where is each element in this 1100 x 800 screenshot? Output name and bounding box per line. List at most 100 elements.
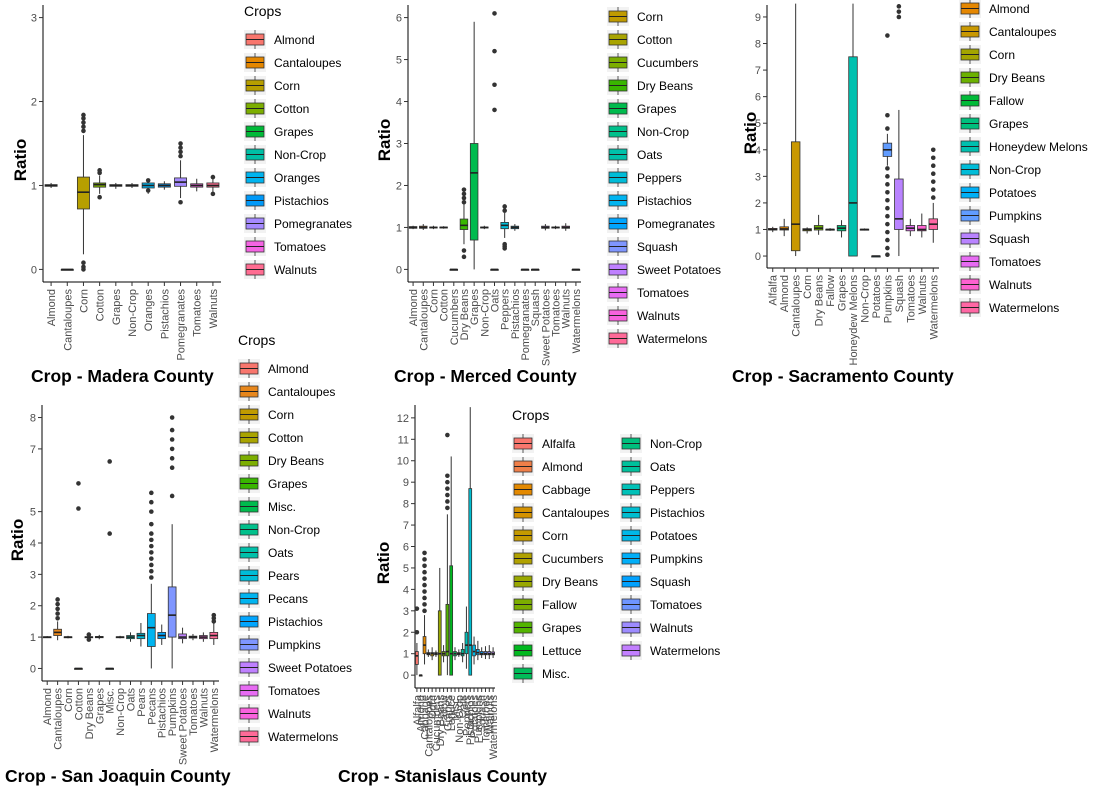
outlier-point xyxy=(81,112,86,118)
box-dry-beans xyxy=(459,187,469,260)
outlier-point xyxy=(461,254,467,260)
outlier-point xyxy=(81,260,86,265)
x-tick-label: Tomatoes xyxy=(192,289,204,337)
box-tomatoes xyxy=(188,633,198,641)
legend-label: Cotton xyxy=(637,33,672,47)
outlier-point xyxy=(169,415,175,420)
y-tick-label: 8 xyxy=(403,499,409,511)
legend-item-pomegranates: Pomegranates xyxy=(244,214,352,233)
legend-item-watermelons: Watermelons xyxy=(607,329,707,348)
outlier-point xyxy=(81,124,86,130)
legend-item-corn: Corn xyxy=(607,7,663,26)
legend-label: Grapes xyxy=(274,125,313,139)
box-dry-beans xyxy=(813,214,824,235)
outlier-point xyxy=(445,479,450,485)
box-pomegranates xyxy=(520,268,530,271)
x-axis-title: Crop - Sacramento County xyxy=(732,366,954,386)
y-tick-label: 0 xyxy=(30,663,36,675)
outlier-point xyxy=(86,637,92,642)
y-tick-label: 4 xyxy=(396,97,402,109)
x-tick-label: Almond xyxy=(42,688,54,725)
outlier-point xyxy=(422,595,427,601)
legend-label: Squash xyxy=(989,232,1030,246)
legend-item-dry-beans: Dry Beans xyxy=(238,451,324,470)
x-tick-label: Grapes xyxy=(469,289,481,326)
outlier-point xyxy=(55,597,60,602)
outlier-point xyxy=(461,248,467,253)
outlier-point xyxy=(422,563,427,569)
x-tick-label: Cucumbers xyxy=(449,289,461,346)
outlier-point xyxy=(885,166,890,171)
box-rect xyxy=(415,651,419,665)
box-walnuts xyxy=(206,174,220,197)
y-tick-label: 7 xyxy=(403,520,409,532)
box-tomatoes xyxy=(905,218,916,237)
chart-panel-5: 0123456789101112AlfalfaAlmondCabbageCant… xyxy=(338,405,720,786)
x-tick-label: Pomegranates xyxy=(176,289,188,361)
outlier-point xyxy=(502,204,507,209)
box-grapes xyxy=(469,21,479,270)
legend-title: Crops xyxy=(238,332,275,348)
y-tick-label: 12 xyxy=(397,413,409,425)
legend-label: Oats xyxy=(268,546,293,560)
legend-item-non-crop: Non-Crop xyxy=(244,145,326,164)
y-tick-label: 2 xyxy=(403,627,409,639)
x-tick-label: Cotton xyxy=(95,289,107,321)
box-rect xyxy=(147,613,156,647)
box-grapes xyxy=(445,432,450,676)
legend-label: Watermelons xyxy=(637,332,707,346)
legend-item-peppers: Peppers xyxy=(607,168,682,187)
legend-label: Walnuts xyxy=(989,278,1032,292)
box-watermelons xyxy=(491,647,495,658)
legend-label: Watermelons xyxy=(989,301,1059,315)
outlier-point xyxy=(445,432,450,438)
x-tick-label: Pistachios xyxy=(510,289,522,340)
legend-item-walnuts: Walnuts xyxy=(959,275,1032,294)
legend-item-cantaloupes: Cantaloupes xyxy=(244,53,341,72)
x-tick-label: Pumpkins xyxy=(167,688,179,737)
box-rect xyxy=(459,218,469,230)
legend-item-almond: Almond xyxy=(959,0,1030,18)
box-cantaloupes xyxy=(419,224,428,230)
legend-label: Potatoes xyxy=(989,186,1036,200)
legend-item-tomatoes: Tomatoes xyxy=(620,595,702,614)
legend: Corn Cotton Cucumbers Dry Beans Grapes Non-Cr… xyxy=(607,7,721,348)
legend-item-pumpkins: Pumpkins xyxy=(620,549,703,568)
box-oranges xyxy=(141,178,155,194)
outlier-point xyxy=(149,537,154,543)
x-tick-label: Pistachios xyxy=(159,289,171,340)
outlier-point xyxy=(178,199,183,205)
legend-label: Misc. xyxy=(268,500,296,514)
outlier-point xyxy=(169,493,175,499)
legend-label: Non-Crop xyxy=(268,523,320,537)
x-tick-label: Oats xyxy=(490,289,502,313)
x-tick-label: Pistachios xyxy=(157,688,169,739)
box-cabbage xyxy=(422,550,427,665)
outlier-point xyxy=(502,241,507,247)
y-axis-title: Ratio xyxy=(375,119,394,162)
x-tick-label: Corn xyxy=(428,289,440,313)
box-misc- xyxy=(453,647,457,661)
outlier-point xyxy=(422,557,427,562)
legend-label: Corn xyxy=(274,79,300,93)
y-tick-label: 1 xyxy=(31,180,37,192)
x-tick-label: Lettuce xyxy=(446,695,458,731)
outlier-point xyxy=(149,509,154,514)
outlier-point xyxy=(178,141,183,146)
legend-label: Cantaloupes xyxy=(989,25,1056,39)
outlier-point xyxy=(414,606,420,611)
box-cotton xyxy=(74,481,83,670)
x-tick-label: Corn xyxy=(802,275,814,299)
x-tick-label: Cantaloupes xyxy=(791,275,803,337)
legend-label: Non-Crop xyxy=(637,125,689,139)
legend-label: Tomatoes xyxy=(989,255,1041,269)
y-axis-title: Ratio xyxy=(741,112,760,155)
box-cantaloupes xyxy=(790,3,801,257)
legend-item-pumpkins: Pumpkins xyxy=(238,635,321,654)
legend-label: Grapes xyxy=(268,477,307,491)
outlier-point xyxy=(169,427,175,433)
box-oats xyxy=(126,632,135,642)
legend-item-pistachios: Pistachios xyxy=(620,503,705,522)
